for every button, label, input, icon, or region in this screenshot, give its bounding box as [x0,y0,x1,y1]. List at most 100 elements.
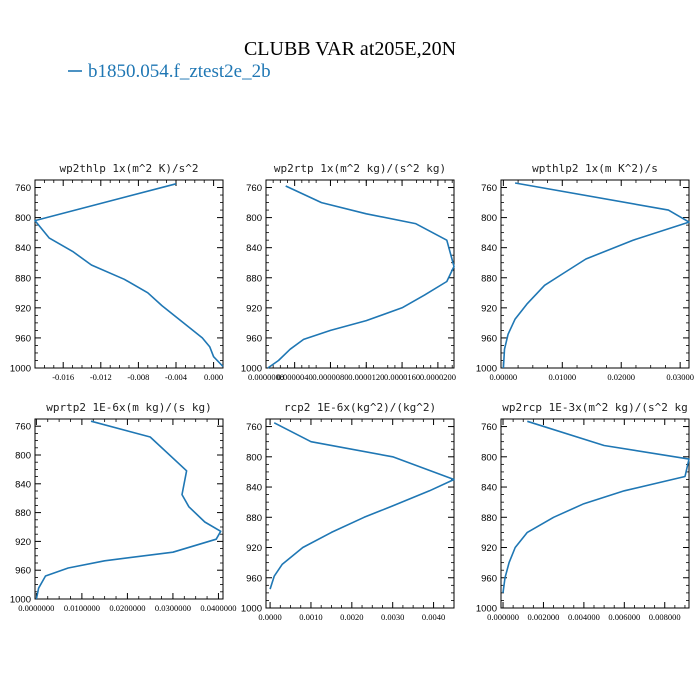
y-tick-label: 800 [481,213,497,224]
panel-frame [500,418,690,609]
x-tick-label: 0.03000 [666,372,694,382]
y-tick-label: 960 [246,333,262,344]
x-tick-label: 0.0000000 [18,603,54,613]
panel-title: wp2thlp 1x(m^2 K)/s^2 [59,162,198,175]
y-tick-label: 880 [481,273,497,284]
y-tick-label: 1000 [476,604,497,615]
panels: wp2thlp 1x(m^2 K)/s^2 760 800 840 880 920 960 1… [10,162,694,622]
y-tick-label: 840 [246,243,262,254]
y-tick-label: 1000 [10,364,31,375]
x-tick-label: 0.0020 [340,612,363,622]
y-tick-label: 960 [246,573,262,584]
panel-3: wpthlp2 1x(m K^2)/s 760 800 840 880 920 960 100… [476,162,694,382]
y-tick-label: 920 [481,543,497,554]
y-tick-label: 800 [15,213,31,224]
y-tick-label: 760 [15,183,31,194]
y-tick-label: 800 [15,451,31,462]
y-tick-label: 880 [246,513,262,524]
figure-title: CLUBB VAR at205E,20N [244,38,456,60]
panel-frame [500,179,690,369]
y-tick-label: 800 [246,213,262,224]
x-tick-label: 0.000 [204,372,223,382]
y-tick-label: 880 [246,273,262,284]
panel-title: wprtp2 1E-6x(m kg)/(s kg) [46,401,212,414]
x-tick-label: 0.0000040 [277,372,313,382]
series-line [267,185,455,369]
y-tick-label: 760 [481,183,497,194]
x-tick-label: 0.0400000 [200,603,236,613]
series-line [35,420,222,600]
panel-frame [265,418,455,609]
y-tick-label: 1000 [10,595,31,606]
panel-frame [265,179,455,369]
x-tick-label: 0.0000120 [348,372,384,382]
x-tick-label: 0.000000 [487,612,519,622]
y-tick-label: 840 [15,243,31,254]
x-tick-label: 0.0040 [422,612,445,622]
y-tick-label: 840 [15,479,31,490]
legend-label: b1850.054.f_ztest2e_2b [88,61,271,82]
x-tick-label: 0.0000008 [248,372,284,382]
y-tick-label: 920 [15,537,31,548]
y-tick-label: 880 [481,513,497,524]
panel-2: wp2rtp 1x(m^2 kg)/(s^2 kg) 760 800 840 880 92… [241,162,456,382]
x-tick-label: 0.02000 [607,372,635,382]
x-tick-label: -0.008 [127,372,149,382]
y-tick-label: 1000 [241,604,262,615]
y-tick-label: 920 [15,303,31,314]
x-tick-label: 0.0100000 [64,603,100,613]
y-tick-label: 800 [481,452,497,463]
x-tick-label: 0.0000 [258,612,281,622]
y-tick-label: 1000 [476,364,497,375]
x-tick-label: 0.0000160 [384,372,420,382]
panel-4: wprtp2 1E-6x(m kg)/(s kg) 760 800 840 880 920… [10,401,237,613]
x-tick-label: 0.008000 [649,612,681,622]
y-tick-label: 920 [246,543,262,554]
y-tick-label: 760 [246,183,262,194]
y-tick-label: 840 [481,483,497,494]
panel-title: wp2rcp 1E-3x(m^2 kg)/(s^2 kg [502,401,687,414]
y-tick-label: 960 [15,333,31,344]
panel-1: wp2thlp 1x(m^2 K)/s^2 760 800 840 880 920 960 1… [10,162,224,382]
panel-5: rcp2 1E-6x(kg^2)/(kg^2) 760 800 840 880 920 96… [241,401,455,622]
y-tick-label: 800 [246,452,262,463]
x-tick-label: 0.00000 [490,372,518,382]
panel-frame [34,418,224,600]
y-tick-label: 960 [481,333,497,344]
panel-frame [34,179,224,369]
x-tick-label: 0.004000 [568,612,600,622]
x-tick-label: 0.0000080 [312,372,348,382]
panel-6: wp2rcp 1E-3x(m^2 kg)/(s^2 kg 760 800 840 880… [476,401,690,622]
y-tick-label: 920 [481,303,497,314]
x-tick-label: 0.0200000 [109,603,145,613]
series-line [34,183,224,368]
y-tick-label: 840 [481,243,497,254]
x-tick-label: 0.006000 [608,612,640,622]
y-tick-label: 1000 [241,364,262,375]
x-tick-label: 0.0000200 [420,372,456,382]
x-tick-label: 0.0300000 [155,603,191,613]
panel-title: wp2rtp 1x(m^2 kg)/(s^2 kg) [274,162,446,175]
panel-title: rcp2 1E-6x(kg^2)/(kg^2) [284,401,436,414]
y-tick-label: 960 [481,573,497,584]
series-line [502,420,690,594]
x-tick-label: -0.016 [52,372,74,382]
y-tick-label: 880 [15,508,31,519]
x-tick-label: 0.0030 [381,612,404,622]
y-tick-label: 760 [15,422,31,433]
x-tick-label: 0.0010 [299,612,322,622]
x-tick-label: 0.01000 [548,372,576,382]
x-tick-label: -0.004 [165,372,188,382]
y-tick-label: 760 [481,422,497,433]
series-line [502,182,690,369]
panel-title: wpthlp2 1x(m K^2)/s [532,162,658,175]
y-tick-label: 960 [15,566,31,577]
x-tick-label: -0.012 [90,372,112,382]
y-tick-label: 840 [246,483,262,494]
y-tick-label: 760 [246,422,262,433]
y-tick-label: 920 [246,303,262,314]
x-tick-label: 0.002000 [528,612,560,622]
series-line [269,422,455,590]
y-tick-label: 880 [15,273,31,284]
